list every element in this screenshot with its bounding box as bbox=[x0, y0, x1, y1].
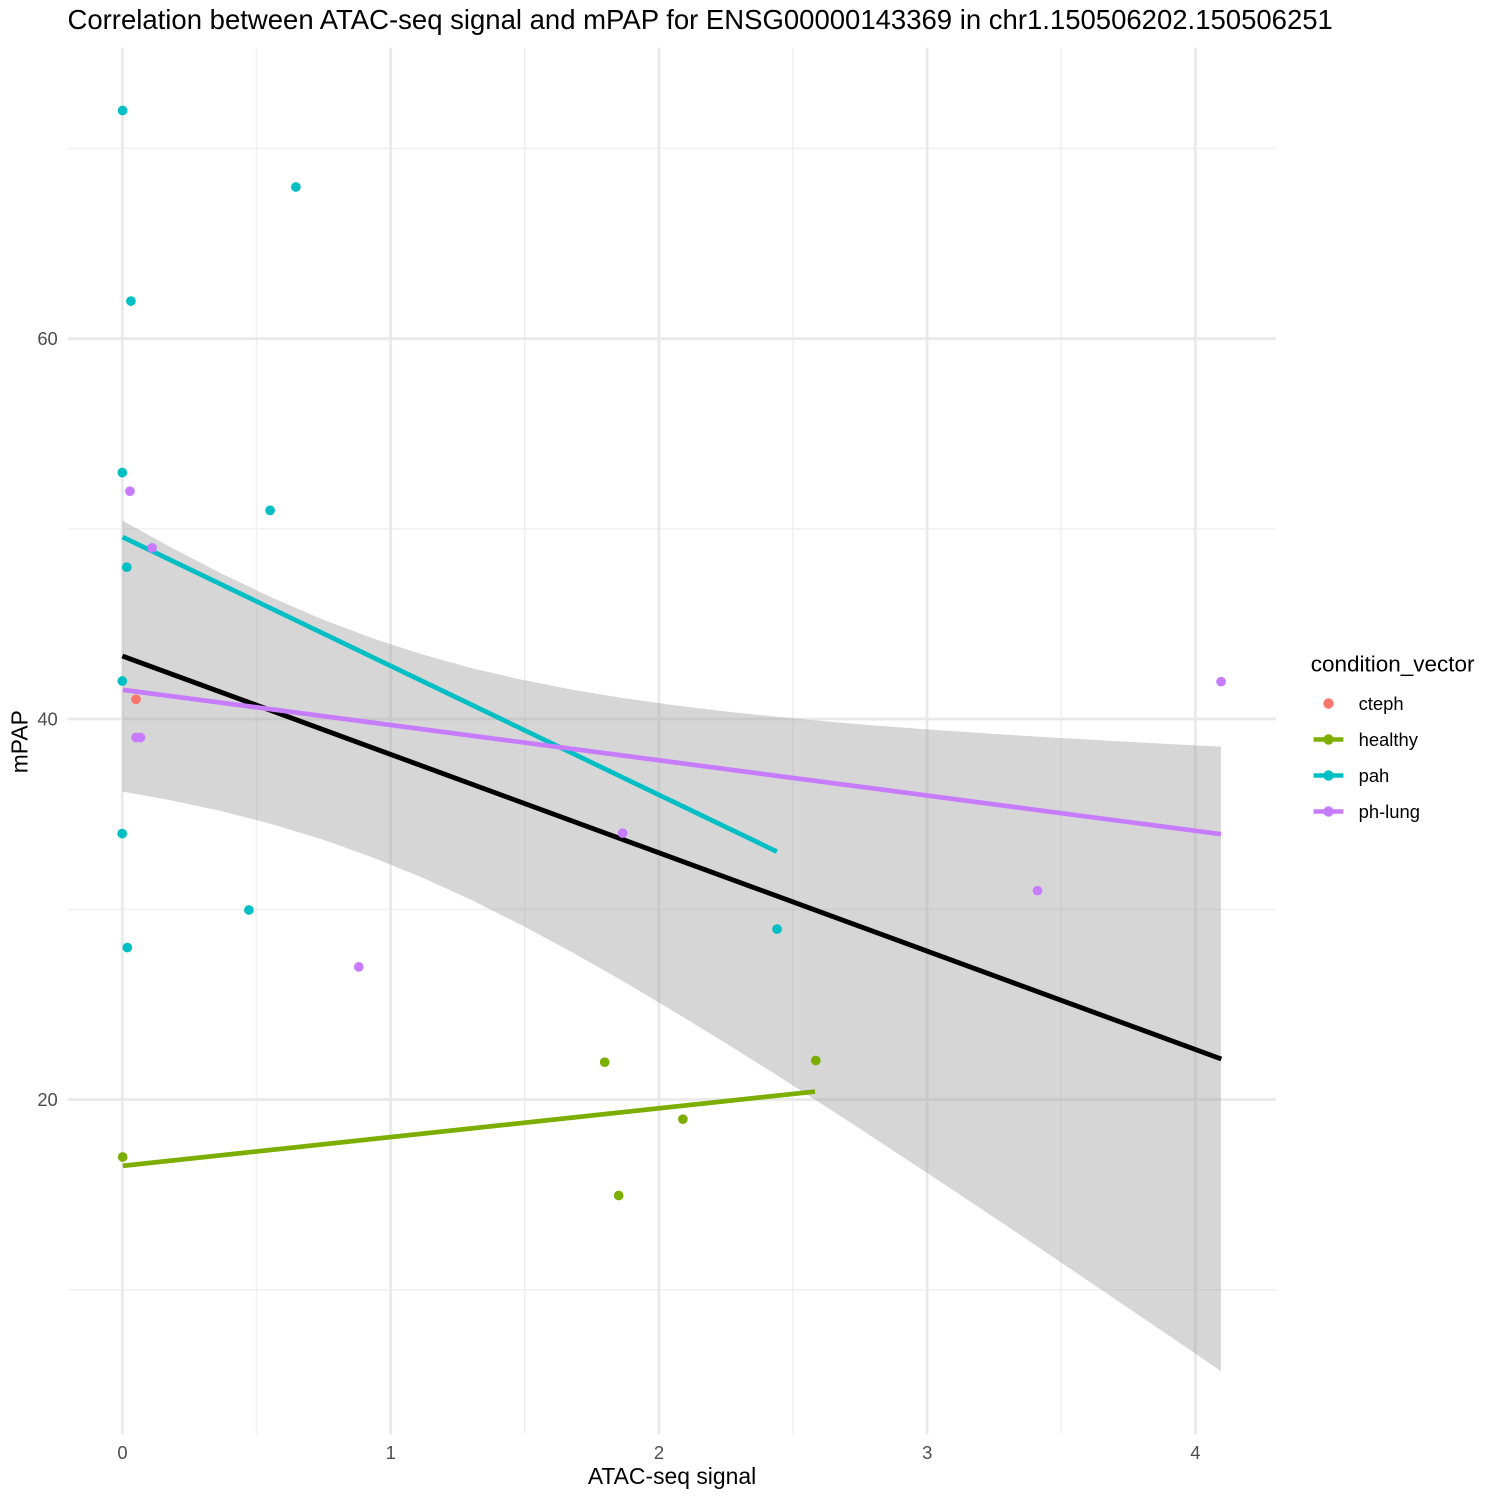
svg-text:condition_vector: condition_vector bbox=[1311, 652, 1475, 677]
svg-text:ph-lung: ph-lung bbox=[1359, 801, 1420, 822]
svg-text:60: 60 bbox=[37, 328, 57, 349]
svg-text:healthy: healthy bbox=[1359, 729, 1419, 750]
svg-text:ATAC-seq signal: ATAC-seq signal bbox=[588, 1463, 756, 1489]
svg-text:20: 20 bbox=[37, 1089, 57, 1110]
svg-text:pah: pah bbox=[1359, 765, 1390, 786]
svg-text:cteph: cteph bbox=[1359, 693, 1404, 714]
svg-text:1: 1 bbox=[386, 1442, 396, 1463]
svg-text:4: 4 bbox=[1190, 1442, 1200, 1463]
svg-text:mPAP: mPAP bbox=[6, 710, 32, 773]
svg-text:Correlation between ATAC-seq s: Correlation between ATAC-seq signal and … bbox=[68, 4, 1333, 35]
svg-text:0: 0 bbox=[117, 1442, 127, 1463]
svg-text:2: 2 bbox=[654, 1442, 664, 1463]
svg-text:40: 40 bbox=[37, 709, 57, 730]
svg-text:3: 3 bbox=[922, 1442, 932, 1463]
